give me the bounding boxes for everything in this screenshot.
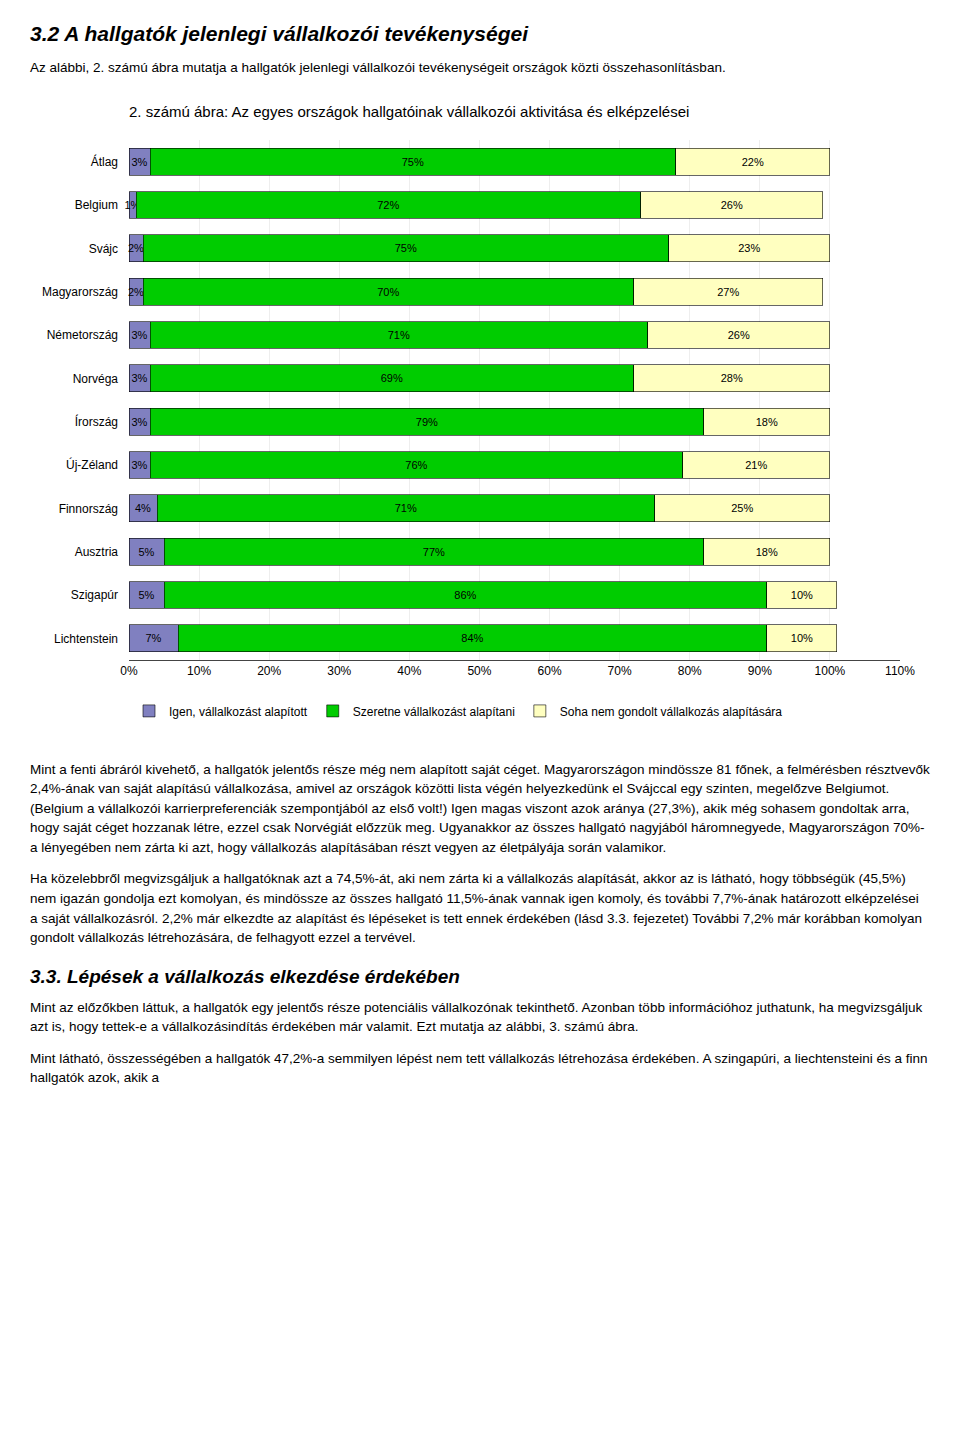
svg-text:Lichtenstein: Lichtenstein (54, 631, 118, 645)
svg-text:27%: 27% (717, 285, 739, 297)
svg-text:26%: 26% (721, 199, 743, 211)
svg-text:18%: 18% (756, 415, 778, 427)
html-text:Mint a fenti ábráról kivehető,: Mint a fenti ábráról kivehető, a hallgat… (30, 761, 930, 855)
svg-text:Németország: Németország (47, 328, 118, 342)
svg-text:10%: 10% (187, 664, 211, 678)
svg-text:76%: 76% (405, 459, 427, 471)
svg-text:69%: 69% (381, 372, 403, 384)
svg-text:100%: 100% (815, 664, 846, 678)
svg-text:Írország: Írország (75, 413, 118, 428)
svg-text:70%: 70% (608, 664, 632, 678)
html-text:Ha közelebbről megvizsgáljuk a: Ha közelebbről megvizsgáljuk a hallgatók… (30, 871, 922, 946)
svg-text:3%: 3% (131, 372, 147, 384)
svg-text:71%: 71% (388, 329, 410, 341)
svg-text:3%: 3% (131, 415, 147, 427)
svg-text:86%: 86% (454, 589, 476, 601)
svg-text:Norvéga: Norvéga (73, 371, 119, 385)
svg-text:2. számú ábra: Az egyes ország: 2. számú ábra: Az egyes országok hallgat… (129, 103, 689, 120)
svg-text:1%: 1% (124, 199, 140, 211)
html-text:Mint látható, összességében a: Mint látható, összességében a hallgatók … (30, 1050, 928, 1086)
svg-text:0%: 0% (120, 664, 138, 678)
svg-text:Magyarország: Magyarország (42, 284, 118, 298)
svg-text:Új-Zéland: Új-Zéland (66, 457, 118, 472)
html-text:3.3. Lépések a vállalkozás elk: 3.3. Lépések a vállalkozás elkezdése érd… (30, 965, 460, 987)
svg-text:Svájc: Svájc (89, 241, 118, 255)
svg-text:2%: 2% (128, 242, 144, 254)
svg-text:30%: 30% (327, 664, 351, 678)
svg-text:10%: 10% (791, 589, 813, 601)
svg-text:3%: 3% (131, 329, 147, 341)
svg-text:7%: 7% (145, 632, 161, 644)
svg-text:Szigapúr: Szigapúr (71, 588, 118, 602)
svg-text:110%: 110% (885, 664, 915, 678)
svg-text:5%: 5% (138, 589, 154, 601)
svg-text:Belgium: Belgium (75, 198, 118, 212)
svg-text:2%: 2% (128, 285, 144, 297)
svg-text:90%: 90% (748, 664, 772, 678)
svg-text:26%: 26% (728, 329, 750, 341)
svg-text:72%: 72% (377, 199, 399, 211)
svg-text:4%: 4% (135, 502, 151, 514)
svg-text:Szeretne vállalkozást alapítan: Szeretne vállalkozást alapítani (353, 704, 515, 718)
svg-text:50%: 50% (467, 664, 491, 678)
svg-text:18%: 18% (756, 545, 778, 557)
svg-text:84%: 84% (461, 632, 483, 644)
html-text:Mint az előzőkben láttuk, a ha: Mint az előzőkben láttuk, a hallgatók eg… (30, 999, 923, 1035)
html-text:3.2 A hallgatók jelenlegi váll: 3.2 A hallgatók jelenlegi vállalkozói te… (30, 22, 528, 45)
svg-text:3%: 3% (131, 459, 147, 471)
svg-text:40%: 40% (397, 664, 421, 678)
svg-text:60%: 60% (538, 664, 562, 678)
svg-text:22%: 22% (742, 155, 764, 167)
svg-text:Ausztria: Ausztria (75, 544, 119, 558)
svg-text:75%: 75% (402, 155, 424, 167)
svg-text:Soha nem gondolt vállalkozás a: Soha nem gondolt vállalkozás alapítására (560, 704, 782, 718)
svg-text:Finnország: Finnország (59, 501, 118, 515)
svg-text:3%: 3% (131, 155, 147, 167)
svg-text:25%: 25% (731, 502, 753, 514)
svg-text:28%: 28% (721, 372, 743, 384)
svg-text:70%: 70% (377, 285, 399, 297)
svg-text:75%: 75% (395, 242, 417, 254)
svg-text:23%: 23% (738, 242, 760, 254)
svg-text:10%: 10% (791, 632, 813, 644)
svg-text:71%: 71% (395, 502, 417, 514)
svg-text:20%: 20% (257, 664, 281, 678)
svg-text:Átlag: Átlag (91, 153, 118, 168)
svg-text:21%: 21% (745, 459, 767, 471)
svg-text:80%: 80% (678, 664, 702, 678)
html-text:Az alábbi, 2. számú ábra mutat: Az alábbi, 2. számú ábra mutatja a hallg… (30, 60, 726, 75)
svg-text:5%: 5% (138, 545, 154, 557)
svg-text:79%: 79% (416, 415, 438, 427)
svg-text:Igen, vállalkozást alapított: Igen, vállalkozást alapított (169, 704, 308, 718)
svg-text:77%: 77% (423, 545, 445, 557)
